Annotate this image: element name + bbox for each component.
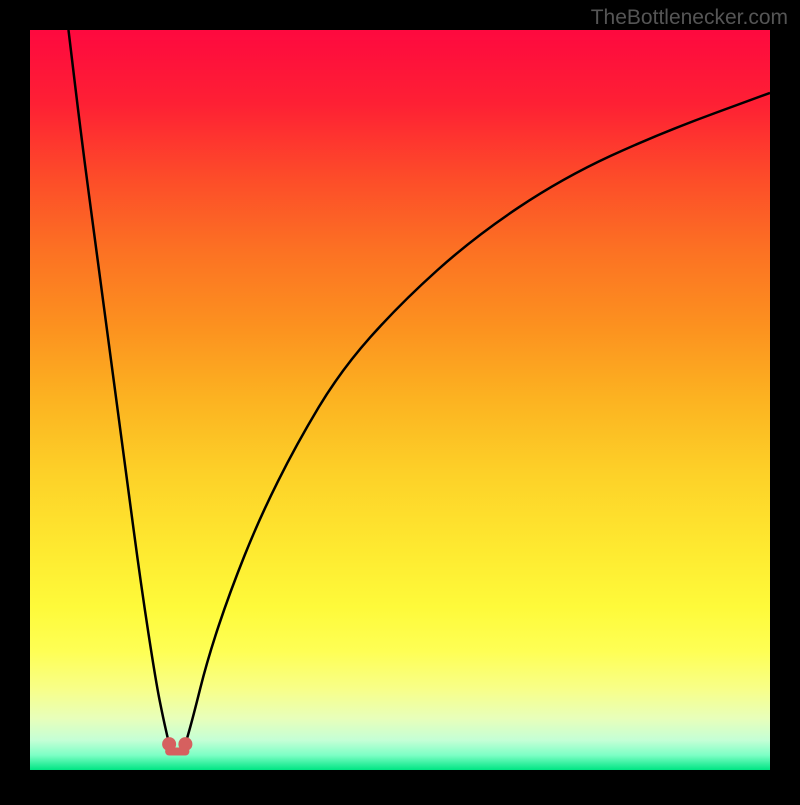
plot-background [30, 30, 770, 770]
watermark-text: TheBottlenecker.com [591, 6, 788, 30]
chart-svg [0, 0, 800, 800]
bottleneck-chart: TheBottlenecker.com [0, 0, 800, 800]
